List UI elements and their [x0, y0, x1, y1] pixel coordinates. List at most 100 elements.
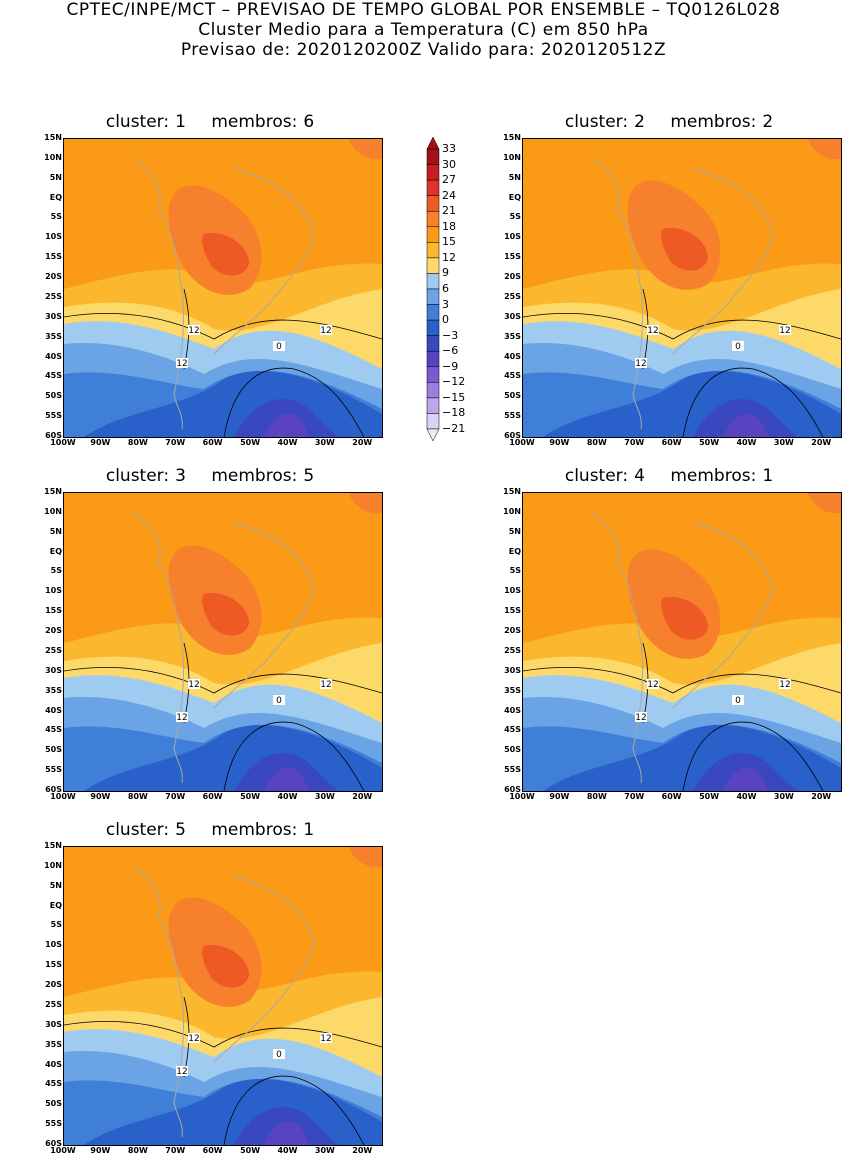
contour-label-box [176, 712, 188, 722]
y-tick-label: 55S [504, 765, 521, 775]
contour-label-text: 12 [779, 680, 790, 690]
y-tick-label: 15N [503, 487, 521, 496]
contour-label-0: 0 [273, 695, 285, 706]
contour-label-0: 0 [273, 1049, 285, 1060]
map-canvas: 12 12 12 0 [64, 493, 382, 791]
contour-label-0: 0 [732, 341, 744, 352]
x-tick-label: 100W [509, 792, 535, 801]
y-tick-label: 15N [44, 133, 62, 142]
x-tick-label: 90W [90, 438, 111, 447]
panel-title: cluster: 4 membros: 1 [489, 466, 847, 486]
y-tick-label: 10N [44, 152, 62, 162]
y-tick-label: 15S [45, 252, 62, 262]
y-tick-label: EQ [49, 546, 62, 556]
cluster-number: 4 [634, 466, 645, 486]
x-tick-label: 50W [240, 1146, 261, 1155]
y-tick-label: 10S [504, 586, 521, 596]
contour-12-andes [183, 288, 190, 370]
color-scale-swatch [426, 382, 440, 399]
y-tick-label: 45S [45, 725, 62, 735]
y-tick-label: 50S [504, 391, 521, 401]
y-tick-label: 60S [504, 431, 521, 440]
y-tick-label: 15N [44, 487, 62, 496]
contour-label-text: 12 [779, 326, 790, 336]
y-tick-label: 35S [45, 685, 62, 695]
contour-label-text: 12 [635, 359, 646, 369]
color-scale-label: 27 [442, 173, 456, 187]
y-tick-label: EQ [49, 900, 62, 910]
band-24-27 [660, 597, 708, 640]
contour-12 [523, 313, 841, 340]
color-scale-label: −18 [442, 406, 466, 420]
color-scale-swatch [426, 257, 440, 274]
contour-label-text: 12 [176, 1067, 187, 1077]
contour-label-12: 12 [647, 325, 659, 336]
contour-label-12: 12 [320, 1033, 332, 1044]
color-scale-swatch [426, 335, 440, 352]
cluster-number: 3 [175, 466, 186, 486]
map-panel-cluster-1: cluster: 1 membros: 6 15N 10N 5N EQ 5S 10S 15S 20… [30, 108, 390, 453]
contour-label-box [176, 1066, 188, 1076]
x-tick-label: 90W [90, 1146, 111, 1155]
color-scale-label: −12 [442, 375, 466, 389]
panel-title: cluster: 3 membros: 5 [30, 466, 390, 486]
contour-label-box [732, 341, 744, 351]
y-tick-label: 5S [50, 212, 62, 222]
color-scale-legend: 33 30 27 24 21 18 15 12 9 6 3 0 −3 −6 −9 −12 −15 −18 −21 [425, 135, 485, 443]
x-tick-label: 90W [549, 792, 570, 801]
band-ne-warm [349, 847, 382, 868]
contour-label-box [320, 679, 332, 689]
y-tick-label: 15S [45, 960, 62, 970]
contour-label-0: 0 [273, 341, 285, 352]
contour-label-text: 12 [647, 680, 658, 690]
y-tick-label: 10N [503, 152, 521, 162]
title-line-2: Cluster Medio para a Temperatura (C) em … [198, 20, 649, 40]
color-scale-swatch [426, 319, 440, 336]
cluster-number: 1 [175, 112, 186, 132]
y-tick-label: 5S [509, 566, 521, 576]
contour-label-box [647, 325, 659, 335]
contour-label-12: 12 [176, 1066, 188, 1077]
y-tick-label: 60S [45, 1139, 62, 1148]
y-tick-label: 20S [45, 980, 62, 990]
contour-label-text: 12 [320, 1034, 331, 1044]
y-tick-label: 15S [45, 606, 62, 616]
y-tick-label: 40S [45, 351, 62, 361]
members-count: 5 [303, 466, 315, 486]
cluster-label: cluster: [564, 466, 629, 486]
band-24-27 [201, 945, 249, 988]
y-tick-label: 55S [45, 411, 62, 421]
contour-label-box [273, 695, 285, 705]
map-panel-cluster-4: cluster: 4 membros: 1 15N 10N 5N EQ 5S 10S 15S 20… [489, 462, 847, 807]
color-scale-bar [426, 136, 440, 442]
color-scale-swatch [426, 304, 440, 321]
map-canvas: 12 12 12 0 [64, 139, 382, 437]
panel-title: cluster: 5 membros: 1 [30, 820, 390, 840]
contour-label-text: 12 [188, 1034, 199, 1044]
contour-0 [223, 367, 365, 437]
y-tick-label: 10S [504, 232, 521, 242]
color-scale-swatch [426, 413, 440, 430]
band-ne-warm [349, 493, 382, 514]
x-tick-label: 60W [202, 438, 223, 447]
contour-label-box [732, 695, 744, 705]
contour-12 [64, 667, 382, 694]
y-tick-label: 25S [504, 291, 521, 301]
contour-label-12: 12 [188, 325, 200, 336]
y-tick-label: 45S [504, 371, 521, 381]
contour-label-box [188, 325, 200, 335]
contour-label-12: 12 [779, 325, 791, 336]
x-tick-label: 70W [165, 1146, 186, 1155]
color-scale-label: 12 [442, 250, 456, 264]
y-tick-label: 20S [504, 272, 521, 282]
y-tick-label: 15S [504, 252, 521, 262]
x-tick-label: 80W [586, 792, 607, 801]
y-tick-label: 60S [45, 431, 62, 440]
contour-0 [223, 721, 365, 791]
x-tick-label: 20W [352, 792, 373, 801]
contour-label-12: 12 [176, 712, 188, 723]
contour-label-box [176, 358, 188, 368]
band-ne-warm [808, 493, 841, 514]
y-tick-label: 55S [45, 765, 62, 775]
x-tick-label: 70W [165, 792, 186, 801]
